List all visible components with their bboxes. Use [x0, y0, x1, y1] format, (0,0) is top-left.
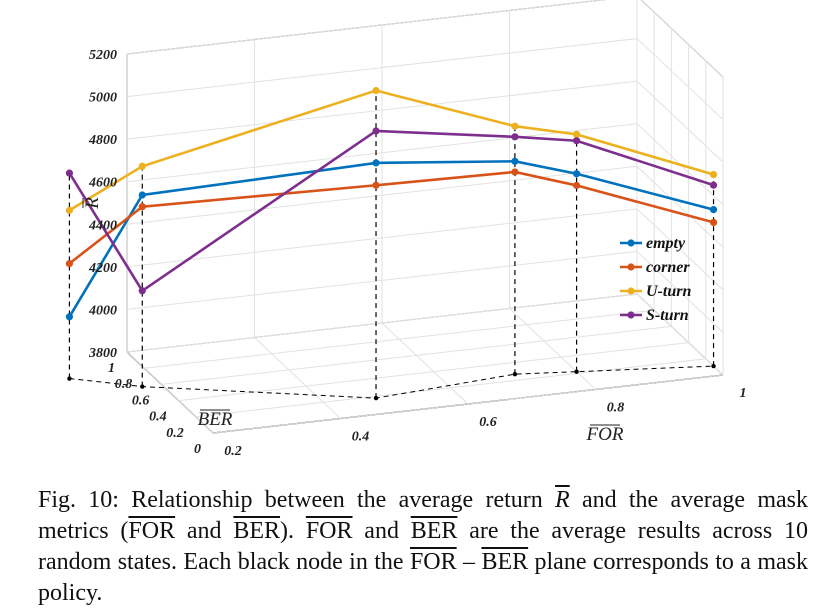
legend-label: S-turn	[646, 307, 689, 324]
series-point-empty	[372, 159, 380, 167]
figure-caption: Fig. 10: Relationship between the averag…	[38, 487, 809, 606]
series-point-corner	[511, 168, 519, 176]
legend-swatch-dot	[627, 239, 635, 247]
r-axis-label-text: R	[82, 197, 103, 210]
legend-swatch-dot	[627, 287, 635, 295]
series-line-U-turn	[68, 89, 714, 212]
y-tick-label: 1	[108, 361, 115, 376]
series-point-U-turn	[65, 206, 74, 214]
series-point-empty	[138, 191, 146, 199]
grid-line-y	[161, 325, 672, 385]
series-point-S-turn	[372, 127, 380, 135]
grid-line-z	[636, 251, 724, 333]
series-point-S-turn	[709, 181, 718, 189]
grid-line-x	[381, 322, 469, 405]
series-point-U-turn	[709, 170, 718, 179]
y-tick-label: 0.8	[115, 377, 133, 392]
legend-label: empty	[646, 235, 686, 252]
grid-line-y	[126, 293, 638, 353]
x-tick-label: 0.2	[224, 444, 242, 459]
series-point-U-turn	[572, 130, 581, 138]
z-tick-label: 4600	[88, 176, 117, 191]
series-point-S-turn	[572, 137, 581, 145]
ber-axis-label-text: BER	[198, 409, 233, 430]
y-tick-label: 0.2	[166, 426, 184, 441]
legend-swatch-dot	[627, 263, 635, 271]
mask-node	[512, 371, 518, 377]
ber-axis-label: BER	[198, 409, 233, 430]
series-point-empty	[511, 157, 519, 165]
grid-line-y	[212, 374, 724, 434]
grid-line-x	[636, 293, 724, 376]
series-point-empty	[572, 170, 581, 178]
mask-node	[711, 363, 716, 369]
for-axis-label-text: FOR	[586, 424, 624, 445]
series-point-S-turn	[511, 133, 519, 141]
series-point-U-turn	[138, 162, 146, 170]
series-line-corner	[68, 170, 714, 265]
series-point-corner	[138, 203, 146, 211]
mask-node	[67, 376, 72, 381]
mask-node	[574, 369, 579, 374]
series-point-S-turn	[138, 287, 146, 295]
legend-label: corner	[646, 259, 690, 276]
series-layer	[65, 86, 718, 321]
y-tick-label: 0.4	[149, 410, 167, 425]
legend-swatch-dot	[627, 311, 635, 319]
z-tick-label: 4200	[88, 261, 117, 276]
grid-line-z	[636, 80, 724, 163]
grid-line-y	[178, 342, 689, 402]
grid-line-y	[195, 358, 706, 418]
x-tick-label: 0.4	[352, 430, 370, 445]
grid-line-z	[636, 208, 724, 291]
series-point-empty	[65, 313, 74, 321]
mask-floor-path	[69, 365, 714, 399]
series-line-S-turn	[68, 129, 714, 293]
z-tick-label: 4800	[88, 133, 117, 148]
y-tick-label: 0	[194, 442, 201, 457]
tick-labels: 380040004200440046004800500052000.20.40.…	[88, 48, 747, 459]
z-tick-label: 4400	[88, 218, 117, 233]
series-point-empty	[709, 206, 718, 214]
series-point-corner	[372, 181, 380, 189]
legend: empty corner U-turn S-turn	[620, 235, 691, 324]
x-tick-label: 0.6	[479, 415, 497, 430]
grid-line-x	[254, 337, 341, 419]
series-point-corner	[65, 259, 74, 268]
z-tick-label: 3800	[88, 346, 117, 361]
grid-line-x	[126, 351, 214, 434]
series-point-S-turn	[65, 169, 74, 177]
grid-line-z	[636, 165, 724, 248]
series-point-corner	[572, 181, 581, 190]
chart-3d-line: 380040004200440046004800500052000.20.40.…	[65, 0, 747, 459]
series-point-U-turn	[511, 122, 519, 130]
grid-line-x	[509, 308, 596, 390]
gridlines	[126, 0, 724, 434]
axis-labels: FOR BER R	[82, 197, 624, 445]
projection-stems	[67, 90, 716, 401]
axes-box	[126, 0, 724, 434]
z-tick-label: 5000	[89, 91, 117, 106]
r-axis-label: R	[82, 197, 103, 210]
grid-line-z	[636, 38, 724, 120]
for-axis-label: FOR	[586, 424, 624, 445]
x-tick-label: 0.8	[607, 401, 625, 416]
x-tick-label: 1	[740, 386, 747, 401]
z-tick-label: 5200	[89, 48, 117, 63]
grid-line-y	[144, 309, 655, 369]
z-tick-label: 4000	[88, 303, 117, 318]
legend-label: U-turn	[646, 283, 691, 300]
grid-line-z	[640, 0, 724, 78]
series-point-U-turn	[372, 86, 380, 95]
series-point-corner	[709, 218, 718, 227]
y-tick-label: 0.6	[132, 393, 150, 408]
